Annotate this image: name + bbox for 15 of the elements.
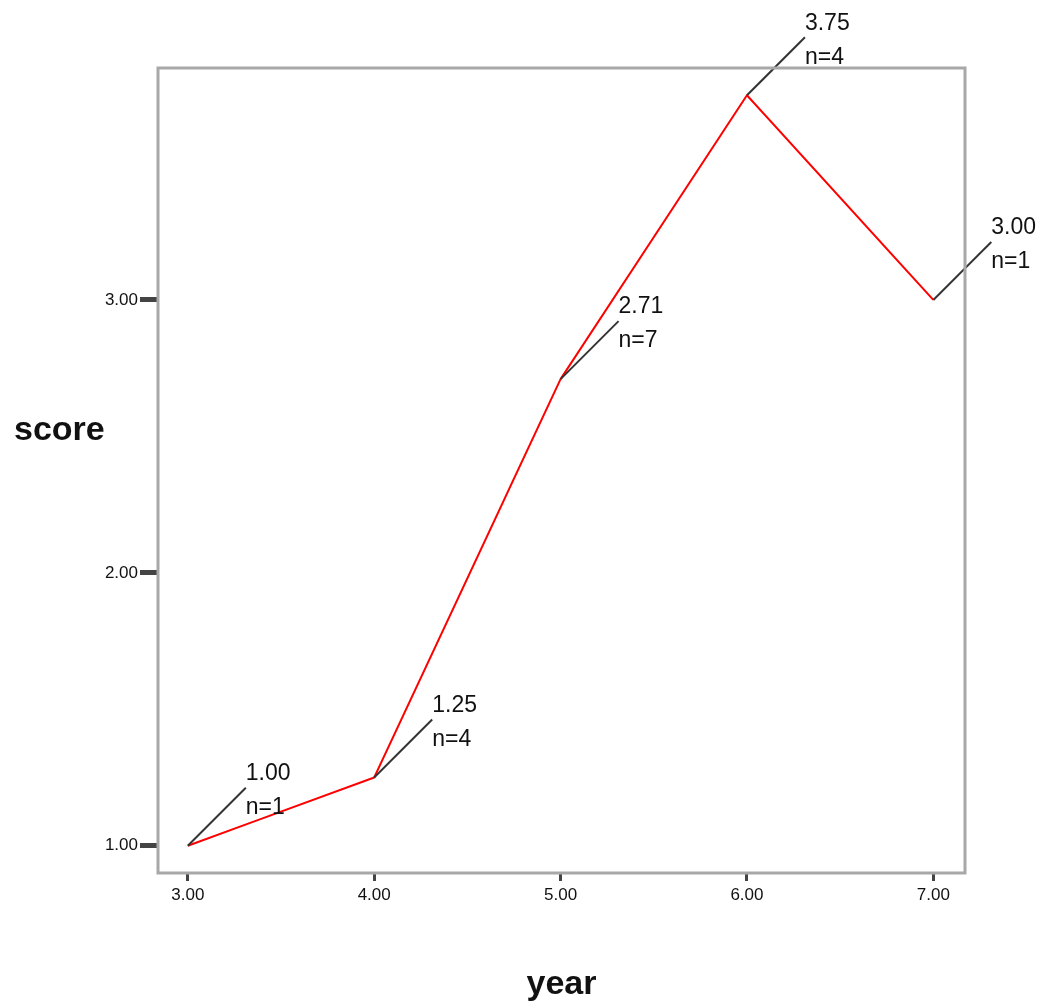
y-axis-title: score [14, 408, 105, 447]
x-axis-title: year [526, 963, 597, 1002]
data-label: 1.00 n=1 [245, 759, 291, 820]
y-tick-label: 3.00 [104, 289, 138, 309]
data-label: 3.75 n=4 [804, 8, 850, 69]
y-tick-label: 1.00 [104, 835, 138, 855]
data-label: 3.00 n=1 [991, 213, 1037, 274]
data-label: 1.25 n=4 [432, 690, 477, 751]
x-tick-label: 4.00 [357, 884, 391, 904]
x-tick-label: 5.00 [544, 884, 578, 904]
x-tick-label: 6.00 [730, 884, 764, 904]
data-label: 2.71 n=7 [618, 292, 664, 353]
x-tick-label: 7.00 [916, 884, 950, 904]
y-tick-label: 2.00 [104, 562, 138, 582]
x-tick-label: 3.00 [171, 884, 205, 904]
